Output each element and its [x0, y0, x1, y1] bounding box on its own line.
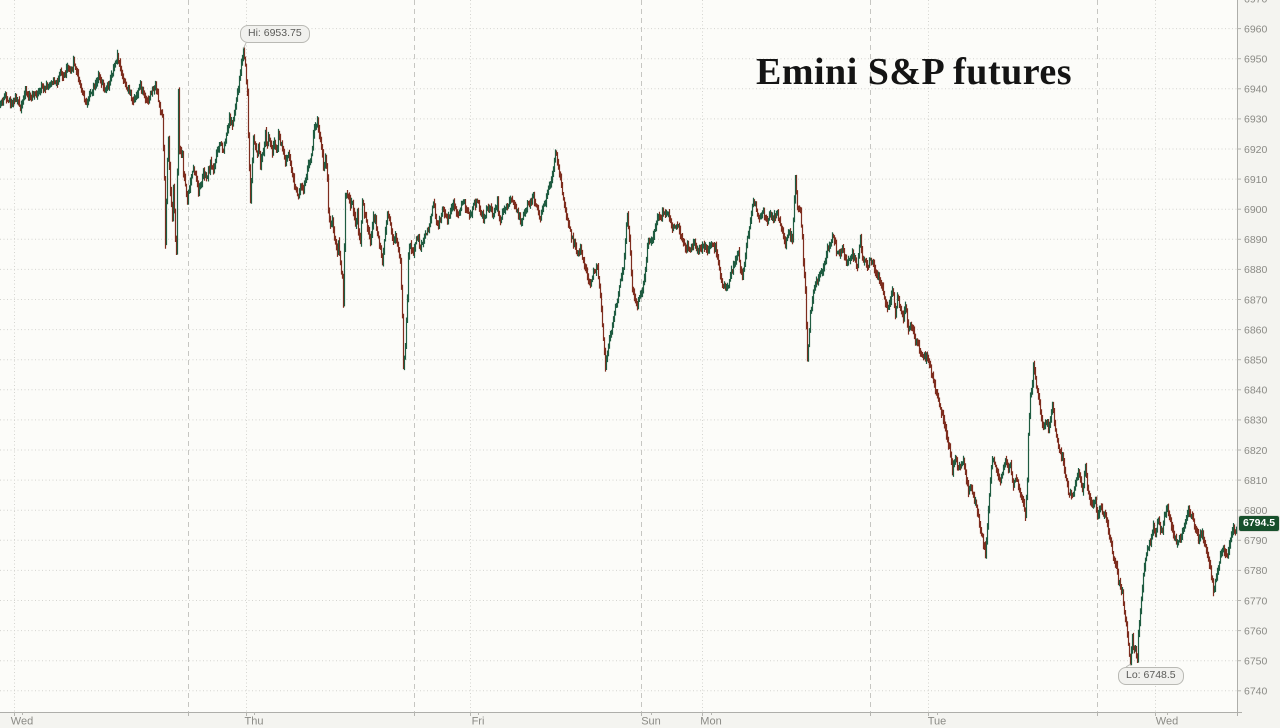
chart-title: Emini S&P futures	[756, 51, 1073, 93]
y-axis-label: 6970	[1244, 0, 1268, 5]
y-axis-label: 6920	[1244, 144, 1268, 156]
y-axis-label: 6880	[1244, 264, 1268, 276]
x-axis-day-label: Mon	[700, 716, 721, 728]
plot-area	[0, 0, 1237, 712]
y-axis-label: 6750	[1244, 655, 1268, 667]
x-axis-day-label: Wed	[11, 716, 33, 728]
y-axis-label: 6840	[1244, 385, 1268, 397]
y-axis-label: 6740	[1244, 686, 1268, 698]
y-axis-label: 6790	[1244, 535, 1268, 547]
high-annotation-bubble: Hi: 6953.75	[240, 25, 310, 43]
y-axis-label: 6900	[1244, 204, 1268, 216]
y-axis-label: 6830	[1244, 415, 1268, 427]
y-axis-label: 6940	[1244, 84, 1268, 96]
y-axis-label: 6950	[1244, 53, 1268, 65]
y-axis-label: 6800	[1244, 505, 1268, 517]
low-annotation-bubble: Lo: 6748.5	[1118, 667, 1184, 685]
y-axis-label: 6760	[1244, 625, 1268, 637]
x-axis-day-label: Sun	[641, 716, 661, 728]
x-axis-day-label: Thu	[245, 716, 264, 728]
y-axis-label: 6810	[1244, 475, 1268, 487]
last-price-badge: 6794.5	[1238, 515, 1280, 532]
y-axis-label: 6820	[1244, 445, 1268, 457]
y-axis-label: 6870	[1244, 294, 1268, 306]
x-axis-day-label: Fri	[472, 716, 485, 728]
x-axis-day-label: Tue	[928, 716, 947, 728]
y-axis-label: 6850	[1244, 354, 1268, 366]
y-axis-label: 6860	[1244, 324, 1268, 336]
up-bars	[0, 47, 1239, 666]
y-axis-label: 6780	[1244, 565, 1268, 577]
y-axis-label: 6910	[1244, 174, 1268, 186]
high-bubble-tail	[243, 42, 247, 49]
low-bubble-tail	[1125, 663, 1131, 668]
y-axis-label: 6770	[1244, 595, 1268, 607]
y-axis-label: 6930	[1244, 114, 1268, 126]
y-axis-label: 6890	[1244, 234, 1268, 246]
x-axis-day-label: Wed	[1156, 716, 1178, 728]
down-bars	[1, 47, 1237, 666]
y-axis-label: 6960	[1244, 23, 1268, 35]
